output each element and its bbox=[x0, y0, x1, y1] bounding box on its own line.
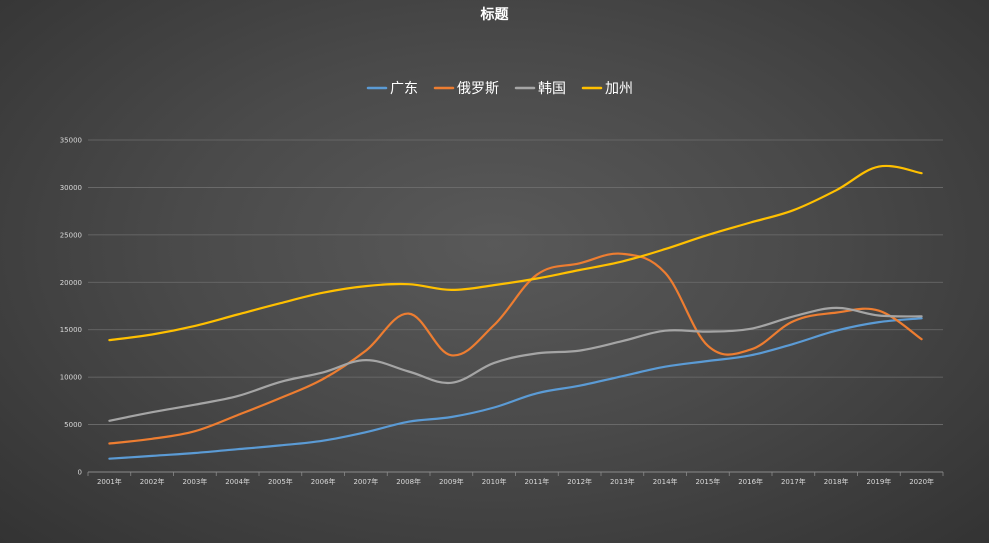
series-lines bbox=[108, 164, 923, 460]
x-tick-label: 2011年 bbox=[524, 477, 549, 486]
series-line-0 bbox=[108, 317, 923, 460]
x-tick-label: 2015年 bbox=[695, 477, 720, 486]
legend-item[interactable]: 俄罗斯 bbox=[433, 81, 499, 97]
x-tick-label: 2006年 bbox=[311, 477, 336, 486]
legend-label: 加州 bbox=[605, 81, 633, 97]
y-tick-label: 25000 bbox=[60, 231, 82, 239]
y-tick-label: 15000 bbox=[60, 326, 82, 334]
x-tick-label: 2018年 bbox=[824, 477, 849, 486]
y-tick-label: 5000 bbox=[64, 421, 82, 429]
x-tick-label: 2004年 bbox=[225, 477, 250, 486]
legend-item[interactable]: 加州 bbox=[581, 81, 633, 97]
chart-title: 标题 bbox=[480, 7, 509, 23]
legend-label: 广东 bbox=[390, 81, 418, 97]
y-tick-label: 0 bbox=[78, 469, 82, 477]
legend-item[interactable]: 广东 bbox=[366, 81, 418, 97]
x-tick-label: 2005年 bbox=[268, 477, 293, 486]
series-line-3 bbox=[108, 164, 923, 342]
axes: 0 5000 10000 15000 20000 25000 30000 35000 2001年… bbox=[60, 137, 944, 486]
x-tick-label: 2001年 bbox=[97, 477, 122, 486]
x-tick-label: 2007年 bbox=[353, 477, 378, 486]
y-tick-label: 30000 bbox=[60, 184, 82, 192]
series-line-1 bbox=[108, 252, 923, 445]
legend-item[interactable]: 韩国 bbox=[514, 81, 566, 97]
x-tick-label: 2017年 bbox=[781, 477, 806, 486]
y-tick-label: 10000 bbox=[60, 374, 82, 382]
legend-label: 俄罗斯 bbox=[457, 81, 499, 97]
legend[interactable]: 广东 俄罗斯 韩国 加州 bbox=[366, 81, 633, 97]
x-tick-label: 2009年 bbox=[439, 477, 464, 486]
x-tick-label: 2010年 bbox=[482, 477, 507, 486]
y-tick-label: 20000 bbox=[60, 279, 82, 287]
x-tick-label: 2002年 bbox=[140, 477, 165, 486]
y-tick-label: 35000 bbox=[60, 137, 82, 145]
series-line-2 bbox=[108, 306, 923, 422]
x-tick-label: 2003年 bbox=[182, 477, 207, 486]
legend-label: 韩国 bbox=[538, 81, 566, 97]
x-tick-label: 2008年 bbox=[396, 477, 421, 486]
x-tick-label: 2016年 bbox=[738, 477, 763, 486]
x-tick-label: 2019年 bbox=[866, 477, 891, 486]
x-tick-label: 2012年 bbox=[567, 477, 592, 486]
x-tick-label: 2020年 bbox=[909, 477, 934, 486]
x-tick-label: 2013年 bbox=[610, 477, 635, 486]
x-tick-label: 2014年 bbox=[653, 477, 678, 486]
